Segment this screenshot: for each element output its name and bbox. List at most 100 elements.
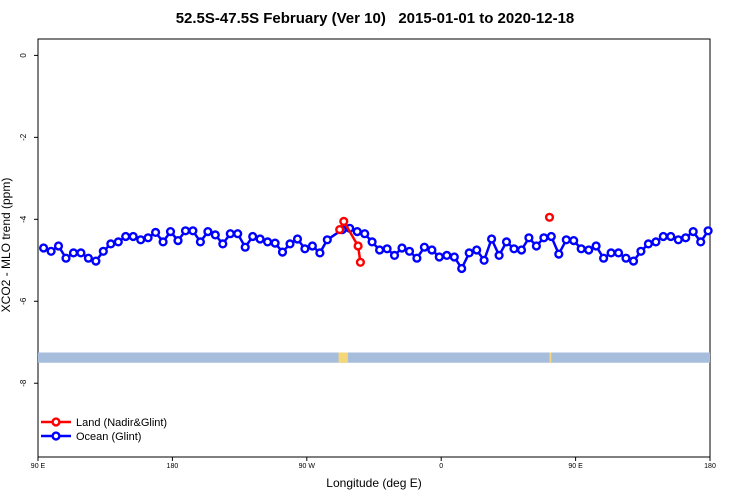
data-point bbox=[628, 256, 639, 266]
data-point bbox=[576, 244, 586, 254]
data-point bbox=[666, 231, 676, 242]
data-point bbox=[673, 235, 683, 245]
data-point bbox=[367, 237, 377, 247]
series-land bbox=[335, 212, 555, 267]
data-point bbox=[151, 227, 161, 238]
data-point bbox=[218, 239, 228, 249]
data-point bbox=[382, 244, 392, 254]
data-point bbox=[658, 231, 668, 242]
data-point bbox=[173, 236, 183, 246]
data-point bbox=[136, 235, 146, 245]
data-point bbox=[255, 234, 265, 244]
legend-label: Land (Nadir&Glint) bbox=[76, 417, 167, 429]
data-point bbox=[339, 216, 349, 227]
data-point bbox=[636, 246, 646, 256]
data-point bbox=[188, 226, 198, 236]
data-point bbox=[128, 231, 138, 242]
data-point bbox=[494, 250, 504, 261]
data-point bbox=[613, 248, 624, 258]
y-tick-label: -8 bbox=[19, 379, 28, 387]
land-strip bbox=[338, 352, 348, 363]
data-point bbox=[688, 227, 698, 237]
data-point bbox=[180, 226, 191, 236]
data-point bbox=[427, 245, 437, 255]
data-point bbox=[277, 247, 288, 257]
data-point bbox=[397, 243, 407, 253]
data-point bbox=[404, 246, 415, 256]
legend-marker bbox=[51, 417, 61, 427]
data-point bbox=[322, 235, 332, 245]
series-ocean bbox=[38, 223, 713, 274]
data-point bbox=[464, 248, 474, 258]
data-point bbox=[233, 229, 243, 239]
data-point bbox=[546, 231, 556, 242]
data-point bbox=[591, 241, 601, 251]
plot-frame bbox=[37, 38, 711, 458]
land-strip bbox=[549, 352, 552, 363]
data-point bbox=[561, 235, 571, 245]
data-point bbox=[360, 229, 370, 239]
y-tick-label: -6 bbox=[19, 297, 28, 305]
data-point bbox=[98, 246, 108, 256]
data-point bbox=[434, 252, 444, 262]
data-point bbox=[315, 248, 325, 258]
data-point bbox=[621, 253, 631, 263]
data-point bbox=[76, 248, 86, 258]
data-point bbox=[524, 233, 534, 243]
data-point bbox=[121, 231, 131, 242]
data-point bbox=[210, 230, 220, 240]
y-axis-label: XCO2 - MLO trend (ppm) bbox=[0, 177, 13, 313]
data-point bbox=[91, 256, 101, 266]
data-point bbox=[38, 243, 49, 253]
data-point bbox=[412, 253, 422, 263]
legend-label: Ocean (Glint) bbox=[76, 431, 141, 443]
data-point bbox=[501, 237, 512, 247]
data-point bbox=[487, 234, 497, 244]
data-point bbox=[509, 244, 519, 254]
x-tick-label: 180 bbox=[167, 463, 179, 470]
data-point bbox=[651, 237, 661, 247]
data-point bbox=[606, 248, 616, 258]
data-point bbox=[195, 237, 206, 247]
data-point bbox=[584, 245, 594, 255]
data-point bbox=[352, 227, 362, 237]
data-point bbox=[389, 250, 400, 261]
data-point bbox=[472, 245, 482, 255]
data-point bbox=[569, 236, 579, 246]
legend-marker bbox=[51, 431, 61, 441]
data-point bbox=[68, 248, 79, 258]
data-point bbox=[449, 252, 459, 262]
data-point bbox=[531, 241, 542, 251]
data-point bbox=[143, 233, 153, 243]
data-point bbox=[598, 253, 609, 263]
data-point bbox=[225, 229, 235, 239]
data-point bbox=[158, 237, 168, 247]
data-point bbox=[113, 237, 123, 247]
data-point bbox=[300, 244, 310, 254]
data-point bbox=[270, 238, 280, 248]
y-tick-label: -2 bbox=[19, 133, 28, 141]
data-point bbox=[355, 257, 366, 267]
data-point bbox=[544, 212, 555, 222]
data-point bbox=[643, 239, 654, 249]
data-point bbox=[83, 253, 94, 263]
data-point bbox=[292, 234, 303, 244]
data-point bbox=[53, 241, 64, 251]
ocean-strip bbox=[38, 352, 710, 363]
data-point bbox=[442, 250, 452, 261]
x-tick-label: 90 E bbox=[31, 463, 46, 470]
x-tick-label: 0 bbox=[439, 463, 443, 470]
data-point bbox=[335, 225, 345, 235]
data-point bbox=[203, 227, 213, 237]
y-tick-label: -4 bbox=[19, 215, 28, 223]
data-point bbox=[61, 253, 71, 263]
data-point bbox=[703, 226, 713, 236]
data-point bbox=[554, 249, 564, 259]
x-tick-label: 90 W bbox=[299, 463, 316, 470]
x-tick-label: 180 bbox=[704, 463, 716, 470]
data-point bbox=[240, 242, 250, 252]
data-point bbox=[479, 255, 489, 265]
data-point bbox=[457, 263, 467, 274]
data-point bbox=[419, 242, 430, 252]
